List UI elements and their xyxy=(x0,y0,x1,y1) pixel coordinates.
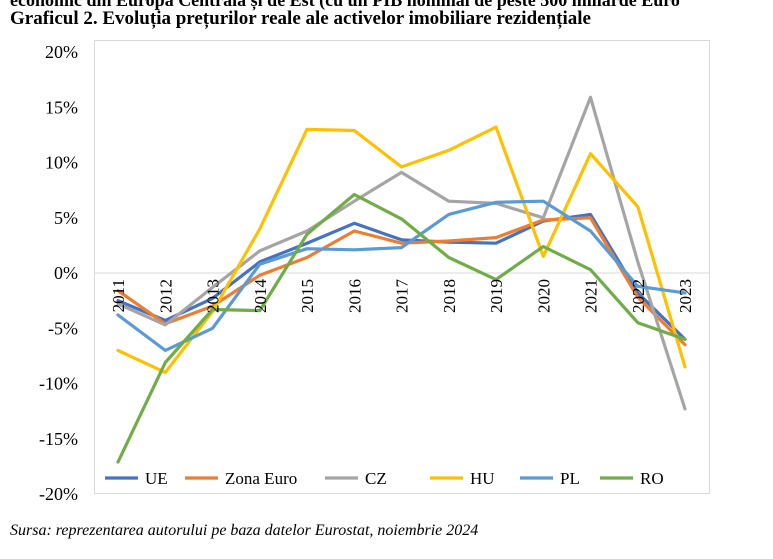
x-tick-label: 2014 xyxy=(251,279,270,314)
x-tick-label: 2023 xyxy=(676,279,695,313)
y-tick-label: -20% xyxy=(39,484,78,504)
y-tick-label: 20% xyxy=(45,42,78,62)
x-tick-label: 2018 xyxy=(440,279,459,313)
legend-label: CZ xyxy=(365,469,387,488)
x-tick-label: 2013 xyxy=(204,279,223,313)
legend-label: UE xyxy=(145,469,168,488)
series-line-pl xyxy=(116,199,687,352)
legend-item-ue: UE xyxy=(105,469,168,488)
y-tick-label: -15% xyxy=(39,429,78,449)
series-line-cz xyxy=(116,95,687,411)
series-line-ro xyxy=(116,192,687,464)
x-tick-label: 2015 xyxy=(298,279,317,313)
legend-item-cz: CZ xyxy=(325,469,387,488)
y-tick-label: -10% xyxy=(39,374,78,394)
x-tick-label: 2021 xyxy=(582,279,601,313)
legend-label: HU xyxy=(470,469,495,488)
y-tick-label: 5% xyxy=(54,208,78,228)
x-tick-label: 2017 xyxy=(393,279,412,314)
legend-item-hu: HU xyxy=(430,469,495,488)
legend-label: RO xyxy=(640,469,664,488)
cut-off-text-line: economic din Europa Centrală și de Est (… xyxy=(10,0,680,10)
x-tick-label: 2011 xyxy=(109,279,128,312)
chart-title: Graficul 2. Evoluția prețurilor reale al… xyxy=(10,8,591,29)
legend-item-zona-euro: Zona Euro xyxy=(185,469,297,488)
legend-item-ro: RO xyxy=(600,469,664,488)
legend-label: PL xyxy=(560,469,580,488)
series-line-zona-euro xyxy=(116,216,687,347)
y-tick-label: 10% xyxy=(45,153,78,173)
legend-label: Zona Euro xyxy=(225,469,297,488)
series-line-hu xyxy=(116,125,687,374)
source-note: Sursa: reprezentarea autorului pe baza d… xyxy=(10,522,479,539)
y-tick-label: 0% xyxy=(54,263,78,283)
legend-item-pl: PL xyxy=(520,469,580,488)
y-tick-label: 15% xyxy=(45,97,78,117)
x-tick-label: 2016 xyxy=(345,279,364,313)
series-line-ue xyxy=(116,212,687,341)
x-tick-label: 2020 xyxy=(534,279,553,313)
x-tick-label: 2012 xyxy=(156,279,175,313)
y-tick-label: -5% xyxy=(48,318,78,338)
x-tick-label: 2019 xyxy=(487,279,506,313)
x-tick-label: 2022 xyxy=(629,279,648,313)
chart-frame xyxy=(94,40,710,494)
